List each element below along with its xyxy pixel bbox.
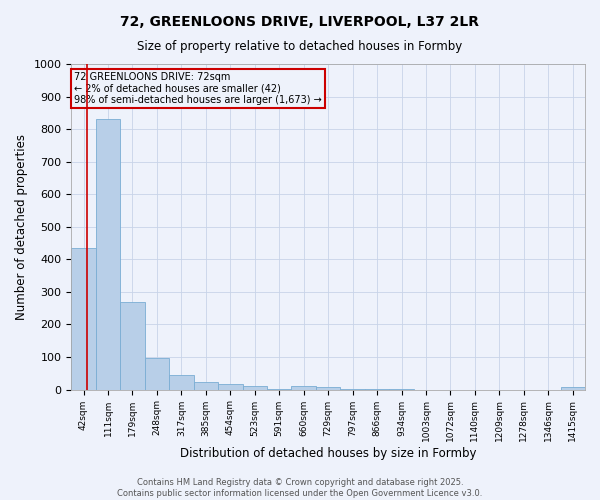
Bar [340, 389, 365, 390]
Bar [145, 358, 169, 390]
Bar [120, 302, 145, 390]
Bar [96, 120, 120, 390]
Text: 72, GREENLOONS DRIVE, LIVERPOOL, L37 2LR: 72, GREENLOONS DRIVE, LIVERPOOL, L37 2LR [121, 15, 479, 29]
Bar [218, 384, 242, 390]
Text: 72 GREENLOONS DRIVE: 72sqm
← 2% of detached houses are smaller (42)
98% of semi-: 72 GREENLOONS DRIVE: 72sqm ← 2% of detac… [74, 72, 322, 106]
Bar [71, 248, 96, 390]
Bar [292, 386, 316, 390]
Bar [194, 382, 218, 390]
X-axis label: Distribution of detached houses by size in Formby: Distribution of detached houses by size … [180, 447, 476, 460]
Bar [560, 387, 585, 390]
Text: Contains HM Land Registry data © Crown copyright and database right 2025.
Contai: Contains HM Land Registry data © Crown c… [118, 478, 482, 498]
Bar [316, 388, 340, 390]
Text: Size of property relative to detached houses in Formby: Size of property relative to detached ho… [137, 40, 463, 53]
Bar [169, 374, 194, 390]
Y-axis label: Number of detached properties: Number of detached properties [15, 134, 28, 320]
Bar [242, 386, 267, 390]
